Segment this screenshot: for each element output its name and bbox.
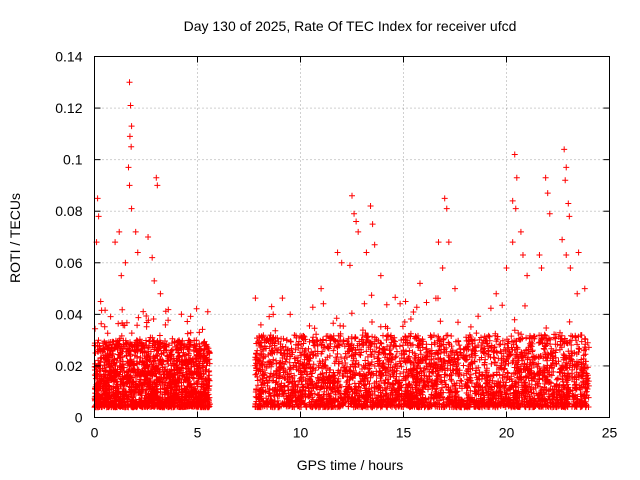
roti-outlier-point [346, 262, 353, 269]
roti-outlier-point [493, 290, 500, 297]
roti-outlier-point [402, 298, 409, 305]
roti-outlier-point [126, 133, 133, 140]
y-tick-label: 0.06 [55, 255, 82, 271]
axis-ticks: 0 5 10 15 20 25 0 0.02 0.04 0.06 0.08 0.1 0.12 0.14 [55, 49, 617, 441]
roti-outlier-point [132, 228, 139, 235]
roti-outlier-point [363, 249, 370, 256]
roti-outlier-point [513, 174, 520, 181]
roti-outlier-point [559, 236, 566, 243]
roti-outlier-point [509, 197, 516, 204]
roti-outlier-point [355, 228, 362, 235]
chart-title: Day 130 of 2025, Rate Of TEC Index for r… [184, 18, 517, 34]
roti-outlier-point [542, 174, 549, 181]
roti-outlier-point [377, 272, 384, 279]
roti-outlier-point [439, 264, 446, 271]
roti-outlier-point [112, 239, 119, 246]
roti-outlier-point [318, 285, 325, 292]
roti-outlier-point [581, 285, 588, 292]
roti-outlier-point [145, 234, 152, 240]
roti-outlier-point [351, 210, 358, 217]
roti-outlier-point [154, 182, 161, 189]
roti-outlier-point [509, 239, 516, 246]
y-tick-label: 0.08 [55, 203, 82, 219]
roti-outlier-point [443, 205, 450, 212]
roti-outlier-point [367, 203, 374, 210]
roti-outlier-point [563, 252, 570, 259]
roti-outlier-point [416, 280, 423, 287]
roti-outlier-point [127, 102, 134, 109]
roti-outlier-point [524, 272, 531, 279]
roti-outlier-point [134, 249, 141, 256]
roti-outlier-point [536, 252, 543, 259]
y-tick-label: 0 [75, 410, 83, 426]
roti-outlier-point [567, 264, 574, 271]
roti-outlier-point [565, 200, 572, 207]
roti-point-cloud [91, 290, 592, 411]
roti-outlier-point [268, 303, 275, 310]
roti-outlier-point [118, 272, 125, 279]
roti-outlier-point [116, 228, 123, 235]
roti-outlier-point [349, 192, 355, 199]
roti-outlier-point [334, 249, 341, 256]
roti-outlier-point [125, 164, 132, 171]
y-axis-label: ROTI / TECUs [7, 193, 23, 283]
data-points [91, 79, 592, 411]
roti-outlier-point [122, 259, 129, 266]
roti-outlier-point [441, 195, 448, 202]
roti-outlier-point [151, 277, 158, 284]
roti-outlier-point [204, 308, 211, 315]
roti-outlier-point [511, 151, 518, 158]
roti-outlier-point [512, 205, 519, 212]
roti-outlier-point [435, 239, 442, 246]
roti-outlier-point [94, 195, 101, 202]
roti-outlier-point [128, 143, 135, 150]
roti-outlier-point [287, 311, 294, 318]
roti-outlier-point [445, 239, 452, 246]
roti-outlier-point [563, 164, 570, 171]
roti-outlier-point [338, 259, 345, 266]
roti-outlier-point [153, 174, 160, 181]
x-tick-label: 5 [194, 425, 202, 441]
y-tick-label: 0.04 [55, 306, 82, 322]
roti-outlier-point [452, 285, 458, 292]
roti-outlier-point [517, 228, 524, 235]
roti-outlier-point [128, 123, 135, 130]
roti-outlier-point [561, 146, 568, 153]
x-tick-label: 25 [602, 425, 618, 441]
roti-outlier-point [562, 177, 569, 184]
roti-outlier-point [95, 213, 102, 220]
roti-outlier-point [149, 254, 156, 261]
roti-outlier-point [97, 298, 104, 305]
y-tick-label: 0.12 [55, 100, 82, 116]
roti-outlier-point [503, 264, 510, 271]
plot-frame [94, 56, 610, 418]
y-tick-label: 0.14 [55, 49, 82, 65]
x-axis-label: GPS time / hours [297, 457, 404, 473]
x-tick-label: 15 [396, 425, 412, 441]
roti-outlier-point [575, 249, 582, 256]
y-tick-label: 0.02 [55, 358, 82, 374]
roti-outlier-point [128, 205, 135, 212]
roti-outlier-point [546, 210, 553, 217]
roti-outlier-point [566, 213, 573, 220]
y-tick-label: 0.1 [63, 152, 83, 168]
roti-outlier-point [353, 218, 360, 225]
roti-outlier-point [544, 190, 551, 197]
roti-outlier-point [538, 264, 545, 271]
roti-outlier-point [126, 182, 133, 189]
roti-outlier-point [371, 241, 378, 248]
roti-outlier-point [519, 252, 526, 259]
x-tick-label: 20 [499, 425, 515, 441]
roti-outlier-point [369, 221, 376, 228]
x-tick-label: 10 [293, 425, 309, 441]
roti-outlier-point [157, 290, 164, 297]
x-tick-label: 0 [91, 425, 99, 441]
roti-outlier-point [126, 79, 133, 86]
